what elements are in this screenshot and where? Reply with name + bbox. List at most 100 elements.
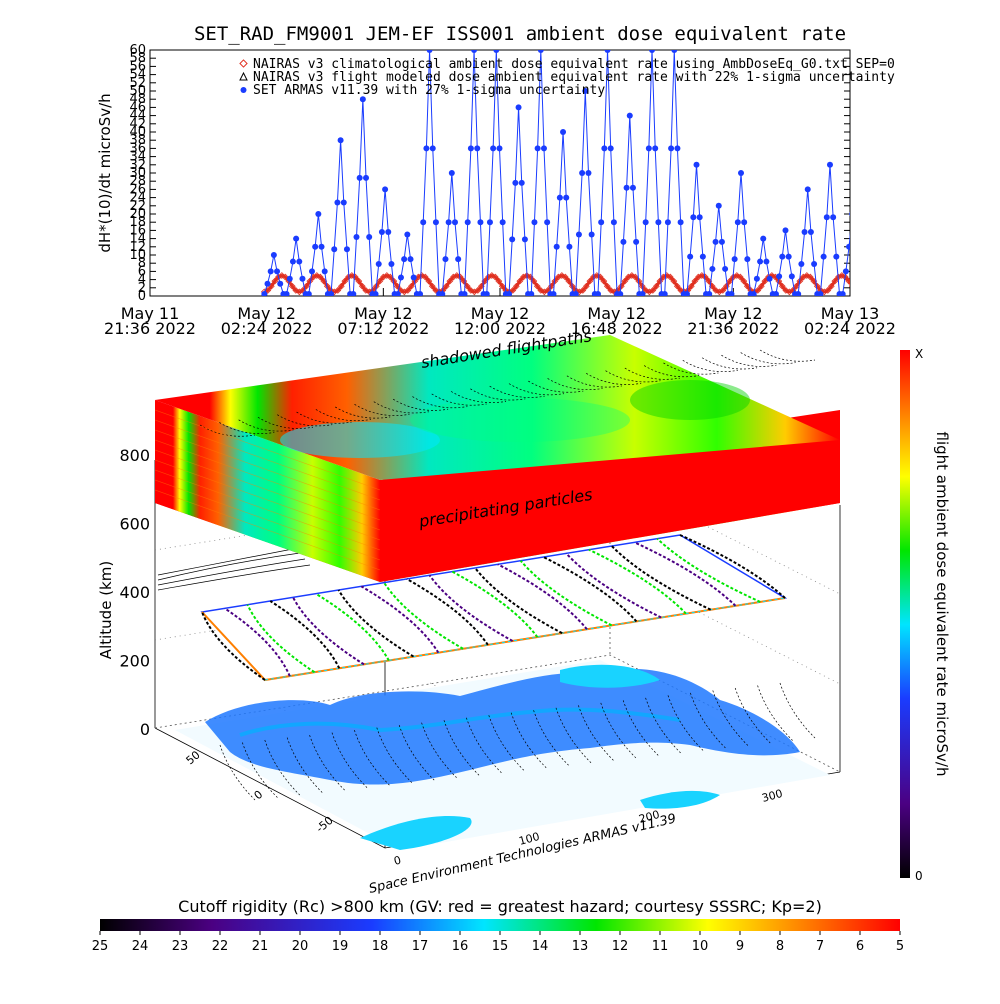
series-armas-point (401, 256, 408, 263)
series-armas-point (486, 219, 493, 226)
series-armas-point (871, 203, 877, 209)
series-nairas-point (902, 278, 908, 284)
series-armas-point (321, 268, 328, 275)
y-axis-ticks: 0246810121416182022242628303234363840424… (129, 43, 850, 304)
series-armas-point (363, 174, 370, 181)
iss-track-surface (200, 534, 788, 682)
y-tick-label: 42 (129, 117, 146, 132)
series-armas-point (506, 290, 513, 296)
series-nairas-point (913, 274, 919, 280)
horizontal-colorbar: Cutoff rigidity (Rc) >800 km (GV: red = … (92, 897, 904, 954)
series-armas-point (734, 219, 741, 226)
series-nairas-point (799, 273, 807, 281)
hbar-tick-label: 23 (172, 939, 189, 954)
series-nairas-point (537, 286, 545, 294)
cutoff-rigidity-slab (154, 335, 840, 582)
floor-track (600, 702, 637, 759)
x-tick-label-date: May 12 (237, 304, 296, 323)
series-armas-point (916, 252, 922, 258)
slab-track (528, 380, 584, 393)
floor-track (331, 732, 368, 788)
orbit-track (588, 548, 687, 615)
series-armas-point (922, 281, 928, 287)
series-armas-point (340, 199, 347, 206)
series-nairas-point (841, 273, 849, 281)
series-nairas-point (348, 272, 356, 279)
series-nairas-point (509, 286, 517, 294)
series-armas-point (664, 219, 671, 226)
series-nairas-point (271, 277, 279, 285)
lat-tick-label: 0 (252, 788, 266, 802)
y-tick-label: 32 (129, 158, 146, 173)
x-tick-label-time: 12:00 2022 (454, 319, 546, 338)
series-armas-point (426, 50, 433, 53)
floor-track (757, 685, 793, 741)
series-nairas-point (565, 277, 573, 285)
y-tick-label: 8 (138, 256, 146, 271)
series-nairas-point (421, 273, 429, 281)
slab-track (431, 393, 487, 406)
series-nairas-point (309, 273, 317, 281)
series-armas-point (553, 243, 560, 250)
series-nairas-point (278, 272, 286, 279)
series-armas-point (264, 280, 271, 287)
hbar-tick-label: 9 (736, 939, 744, 954)
series-armas-point (331, 246, 338, 253)
series-armas-point (712, 238, 719, 245)
series-armas-point (718, 238, 725, 245)
series-armas-point (655, 219, 662, 226)
series-armas-point (575, 231, 582, 238)
series-armas-point (588, 231, 595, 238)
series-armas-point (604, 50, 611, 53)
y-tick-label: 38 (129, 133, 146, 148)
series-nairas-point (857, 289, 863, 295)
x-tick-label-time: 07:12 2022 (337, 319, 429, 338)
series-armas-point (811, 261, 818, 268)
series-nairas-point (362, 286, 370, 294)
series-armas-point (471, 50, 478, 53)
x-tick-label-date: May 11 (121, 304, 180, 323)
series-nairas-point (603, 282, 611, 290)
series-armas-point (677, 219, 684, 226)
series-nairas-point (607, 286, 615, 294)
series-armas-point (887, 276, 893, 282)
series-nairas-point (400, 288, 408, 296)
floor-track (398, 725, 435, 781)
orbit-track (474, 567, 563, 635)
series-nairas-point (867, 278, 873, 284)
series-nairas-point (414, 273, 422, 281)
series-armas-point (531, 219, 538, 226)
series-armas-point (763, 258, 770, 265)
series-armas-point (849, 211, 850, 217)
series-armas-point (598, 219, 605, 226)
orbit-track (201, 611, 266, 681)
series-nairas-point (617, 282, 625, 290)
slab-track (759, 349, 816, 362)
series-armas-point (540, 145, 547, 152)
series-armas-point (785, 253, 792, 260)
series-armas-point (375, 261, 382, 268)
y-tick-label: 4 (138, 273, 146, 288)
y-tick-label: 10 (129, 248, 146, 263)
series-armas-point (417, 290, 424, 296)
orbit-track (519, 560, 613, 627)
y-tick-label: 20 (129, 207, 146, 222)
series-armas-point (900, 276, 906, 282)
series-armas-point (715, 202, 722, 209)
series-nairas-point (530, 277, 538, 285)
series-nairas-point (446, 277, 454, 285)
series-armas-point (299, 275, 306, 282)
series-armas-point (782, 227, 789, 234)
series-nairas-point (920, 283, 926, 289)
series-nairas-point (645, 288, 653, 296)
legend-entry-text: SET ARMAS v11.39 with 27% 1-sigma uncert… (253, 83, 605, 98)
3d-altitude-panel: shadowed flightpaths precipitating parti… (97, 326, 841, 897)
series-nairas-point (390, 277, 398, 285)
series-nairas-point (754, 286, 762, 294)
slab-track (508, 383, 565, 396)
series-armas-point (649, 50, 656, 53)
series-armas-point (757, 258, 764, 265)
series-armas-point (550, 290, 557, 296)
series-armas-point (919, 268, 925, 274)
y-tick-label: 58 (129, 51, 146, 66)
